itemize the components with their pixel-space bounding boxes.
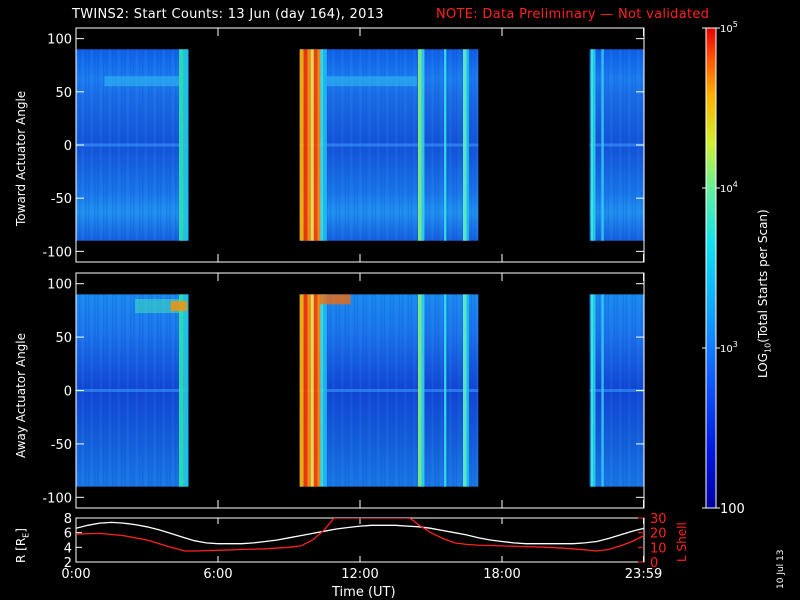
heatmap-zero-band	[589, 389, 644, 392]
radius-ylabel: R [RE]	[14, 528, 31, 563]
heatmap-bright-column	[299, 294, 304, 487]
heatmap-bright-column	[303, 49, 308, 241]
y-tick-label: 50	[55, 331, 72, 346]
heatmap-bright-column	[178, 49, 184, 241]
heatmap-bright-column	[590, 294, 594, 487]
heatmap-bright-column	[313, 294, 318, 487]
x-tick-label: 12:00	[341, 567, 378, 582]
heatmap-bright-column	[320, 294, 324, 487]
colorbar-tick-label: 104	[720, 180, 738, 195]
heatmap-bright-column	[593, 49, 596, 241]
toward-angle-ylabel: Toward Actuator Angle	[14, 90, 28, 226]
away-actuator-panel: 100 50 0 -50 -100	[42, 272, 646, 509]
preliminary-note: NOTE: Data Preliminary — Not validated	[436, 7, 710, 22]
heatmap-zero-band	[76, 389, 189, 392]
y-tick-label: 8	[64, 512, 72, 527]
heatmap-bright-column	[299, 49, 304, 241]
heatmap-bright-column	[323, 294, 327, 487]
radius-line	[76, 521, 644, 545]
heatmap-bright-column	[421, 294, 425, 487]
heatmap-zero-band	[76, 143, 189, 147]
heatmap-bright-column	[462, 294, 467, 487]
x-tick-label: 18:00	[483, 567, 520, 582]
generated-date: 10 Jul 13	[776, 549, 786, 590]
x-tick-label: 23:59	[625, 567, 662, 582]
y-tick-label: -50	[51, 438, 72, 453]
colorbar-tick-label: 103	[720, 340, 738, 355]
heatmap-bright-column	[444, 49, 447, 241]
x-tick-label: 6:00	[203, 567, 232, 582]
heatmap-bright-column	[417, 294, 422, 487]
colorbar-tick-exponent: 5	[733, 20, 738, 29]
y-tick-label: -100	[42, 491, 72, 506]
heatmap-bright-column	[317, 49, 321, 241]
heatmap-band-60	[104, 76, 179, 87]
y-tick-label: -100	[42, 245, 72, 260]
colorbar: 100 103 104 105	[702, 20, 745, 517]
heatmap-bright-column	[178, 294, 184, 487]
y-tick-label: 2	[64, 556, 72, 571]
heatmap-bright-column	[462, 49, 467, 241]
colorbar-label: LOG10(Total Starts per Scan)	[756, 209, 773, 378]
heatmap-zero-band	[589, 143, 644, 147]
y-tick-label: 4	[64, 541, 72, 556]
lshell-line	[76, 518, 644, 552]
colorbar-tick-label: 100	[720, 502, 745, 517]
heatmap-bright-column	[320, 49, 324, 241]
heatmap-bright-column	[183, 294, 189, 487]
y-tick-label-right: 0	[650, 556, 658, 571]
colorbar-tick-exponent: 3	[733, 340, 738, 349]
y-tick-label: 50	[55, 86, 72, 101]
heatmap-zero-band	[299, 389, 479, 392]
heatmap-bright-column	[183, 49, 189, 241]
y-tick-label: 100	[47, 278, 72, 293]
heatmap-hot-spot	[319, 294, 351, 305]
y-tick-label-right: 10	[650, 541, 667, 556]
y-tick-label-right: 30	[650, 512, 667, 527]
y-tick-label: -50	[51, 192, 72, 207]
colorbar-tick-label: 105	[720, 20, 738, 35]
away-angle-ylabel: Away Actuator Angle	[14, 332, 28, 458]
heatmap-bright-column	[466, 49, 469, 241]
toward-actuator-panel: 100 50 0 -50 -100	[42, 27, 646, 263]
heatmap-warm-region	[135, 299, 181, 314]
heatmap-bright-column	[601, 49, 604, 241]
colorbar-scale	[705, 27, 717, 509]
heatmap-bright-column	[593, 294, 596, 487]
heatmap-bright-column	[313, 49, 318, 241]
heatmap-bright-column	[601, 294, 604, 487]
heatmap-bright-column	[323, 49, 327, 241]
heatmap-band-60	[326, 76, 417, 87]
x-tick-label: 0:00	[61, 567, 90, 582]
y-tick-label: 0	[64, 139, 72, 154]
heatmap-zero-band	[299, 143, 479, 147]
heatmap-bright-column	[307, 49, 311, 241]
heatmap-bright-column	[590, 49, 594, 241]
chart-title: TWINS2: Start Counts: 13 Jun (day 164), …	[72, 7, 384, 22]
heatmap-bright-column	[310, 49, 314, 241]
colorbar-tick-exponent: 4	[733, 180, 738, 189]
y-tick-label-right: 20	[650, 527, 667, 542]
plot-frame	[75, 517, 645, 563]
y-tick-label: 100	[47, 33, 72, 48]
y-tick-label: 6	[64, 527, 72, 542]
heatmap-bright-column	[310, 294, 314, 487]
heatmap-bright-column	[307, 294, 311, 487]
lshell-ylabel: L Shell	[675, 522, 689, 562]
heatmap-bright-column	[417, 49, 422, 241]
heatmap-bright-column	[317, 294, 321, 487]
heatmap-bright-column	[303, 294, 308, 487]
heatmap-bright-column	[421, 49, 425, 241]
heatmap-hot-spot	[170, 301, 188, 312]
time-xlabel: Time (UT)	[332, 585, 396, 600]
heatmap-bright-column	[444, 294, 447, 487]
heatmap-bright-column	[466, 294, 469, 487]
y-tick-label: 0	[64, 385, 72, 400]
